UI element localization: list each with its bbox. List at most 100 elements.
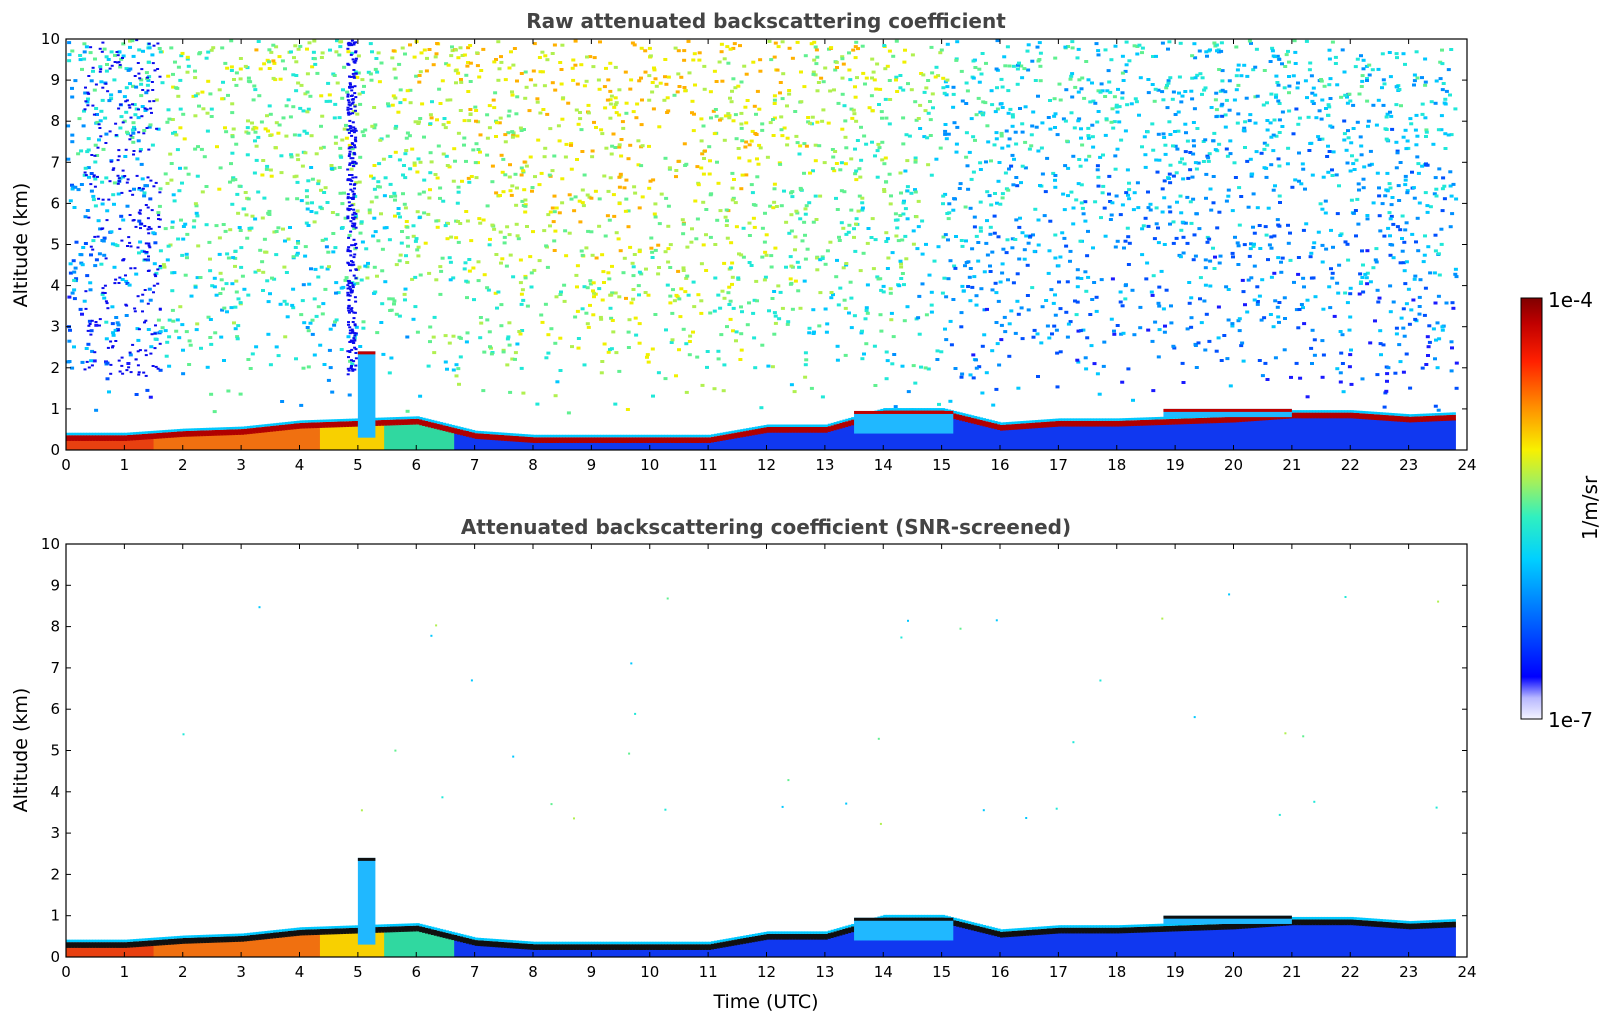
bl-fill <box>241 433 245 450</box>
noise-cell <box>492 60 497 64</box>
noise-cell <box>684 162 689 166</box>
noise-cell <box>1268 121 1273 125</box>
noise-cell <box>1310 362 1314 365</box>
noise-cell <box>628 87 633 91</box>
noise-cell <box>346 217 350 220</box>
noise-cell <box>316 305 321 309</box>
noise-cell <box>121 169 125 172</box>
noise-cell <box>1417 305 1422 308</box>
noise-cell <box>289 155 294 159</box>
noise-cell <box>535 402 540 406</box>
noise-cell <box>1183 90 1188 93</box>
noise-cell <box>1150 339 1155 343</box>
noise-cell <box>1066 194 1070 198</box>
noise-cell <box>999 131 1004 135</box>
noise-cell <box>298 44 303 48</box>
noise-cell <box>999 338 1004 342</box>
noise-cell <box>121 218 126 222</box>
noise-cell <box>308 321 313 325</box>
noise-cell <box>299 83 304 87</box>
noise-cell <box>964 81 969 85</box>
noise-cell <box>811 169 815 173</box>
noise-cell <box>125 304 129 307</box>
noise-cell <box>257 94 262 98</box>
noise-cell <box>238 229 243 232</box>
noise-cell <box>1032 328 1037 332</box>
noise-cell <box>348 112 352 115</box>
noise-cell <box>523 70 528 74</box>
noise-cell <box>1368 341 1373 345</box>
noise-cell <box>1270 49 1275 53</box>
bl-fill <box>384 424 388 450</box>
noise-cell <box>888 287 893 291</box>
noise-cell <box>523 203 528 207</box>
noise-cell <box>67 295 72 299</box>
noise-cell <box>350 51 354 55</box>
noise-cell <box>1217 68 1222 71</box>
noise-cell <box>1065 280 1070 284</box>
noise-cell <box>349 183 353 186</box>
noise-cell <box>95 154 100 157</box>
noise-cell <box>149 107 153 110</box>
noise-cell <box>1007 137 1012 141</box>
bl-fill <box>413 423 417 450</box>
noise-cell <box>1422 313 1427 317</box>
noise-cell <box>1349 348 1353 352</box>
noise-cell <box>136 139 141 143</box>
bl-edge <box>419 419 423 426</box>
noise-cell <box>117 282 121 284</box>
noise-cell <box>713 276 718 280</box>
noise-cell <box>864 76 869 80</box>
noise-cell <box>1327 48 1332 52</box>
noise-cell <box>351 369 355 372</box>
noise-cell <box>136 350 140 353</box>
noise-cell <box>1004 251 1009 255</box>
noise-cell <box>280 400 285 403</box>
noise-cell <box>147 125 152 129</box>
noise-cell <box>724 224 729 227</box>
noise-cell <box>134 393 139 396</box>
noise-cell <box>318 343 323 347</box>
noise-cell <box>924 313 929 317</box>
noise-cell <box>349 340 353 343</box>
noise-cell <box>166 74 171 78</box>
noise-cell <box>1029 133 1034 137</box>
noise-cell <box>448 98 453 102</box>
noise-cell <box>348 174 351 176</box>
noise-cell <box>417 120 421 124</box>
noise-cell <box>792 390 797 394</box>
bl-edge <box>322 422 327 428</box>
noise-cell <box>1255 285 1260 289</box>
noise-cell <box>779 128 784 132</box>
noise-cell <box>93 160 98 164</box>
noise-cell <box>256 40 261 43</box>
noise-cell <box>656 371 661 375</box>
noise-cell <box>311 50 316 54</box>
noise-cell <box>965 164 970 168</box>
noise-cell <box>1331 245 1335 249</box>
noise-cell <box>1269 92 1274 96</box>
noise-cell <box>102 236 107 240</box>
noise-cell <box>148 123 153 127</box>
noise-cell <box>302 129 307 133</box>
noise-cell <box>552 154 557 158</box>
noise-cell <box>187 363 192 366</box>
noise-cell <box>604 146 609 150</box>
noise-cell <box>875 175 880 179</box>
noise-cell <box>790 56 795 60</box>
bl-edge <box>220 429 225 436</box>
noise-cell <box>856 47 860 51</box>
noise-cell <box>830 148 835 151</box>
noise-cell <box>815 55 820 59</box>
noise-cell <box>814 218 819 221</box>
noise-cell <box>347 233 352 237</box>
noise-cell <box>1035 45 1040 49</box>
noise-cell <box>681 327 686 331</box>
noise-cell <box>108 130 112 133</box>
noise-cell <box>1330 40 1335 44</box>
noise-cell <box>683 290 688 294</box>
noise-cell <box>354 51 358 54</box>
noise-cell <box>1030 124 1035 128</box>
noise-cell <box>1276 256 1281 260</box>
noise-cell <box>136 338 141 342</box>
